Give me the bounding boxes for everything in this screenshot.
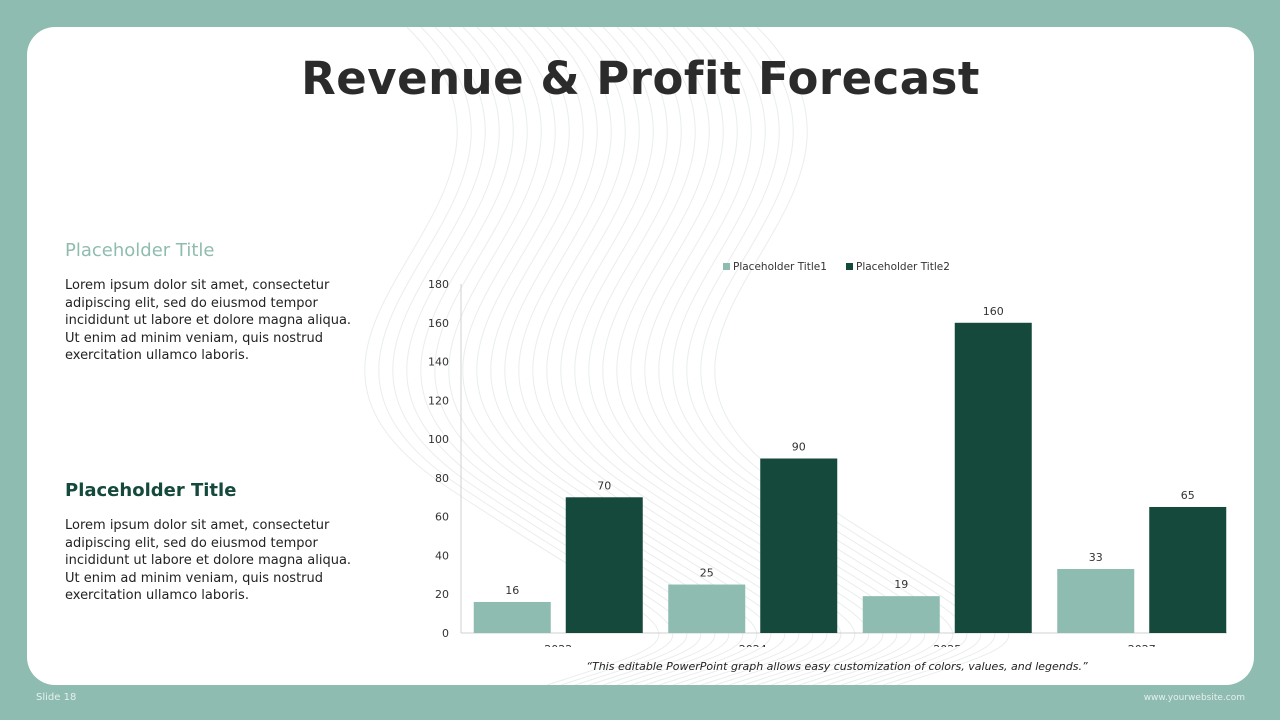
legend-label-2: Placeholder Title2 [856,261,950,273]
data-label: 160 [983,305,1004,318]
wave-line [672,27,968,685]
bar-2024-series-1 [668,584,746,633]
block-2-title: Placeholder Title [65,480,237,501]
wave-line [630,27,926,685]
data-label: 65 [1181,489,1195,502]
legend-swatch-2 [846,263,853,270]
y-tick-label: 120 [428,394,449,407]
background-wave-pattern [364,27,1010,685]
y-tick-label: 40 [435,549,449,562]
legend-label-1: Placeholder Title1 [733,261,827,273]
wave-line [448,27,744,685]
wave-line [560,27,856,685]
y-tick-label: 180 [428,278,449,291]
data-label: 19 [894,578,908,591]
bar-2022-series-2 [565,497,643,633]
text-block-2: Placeholder Title Lorem ipsum dolor sit … [65,480,355,605]
bar-2027-series-1 [1057,569,1135,633]
data-label: 16 [505,584,519,597]
data-label: 33 [1089,551,1103,564]
slide-title: Revenue & Profit Forecast [301,52,980,105]
block-2-body: Lorem ipsum dolor sit amet, consectetur … [65,518,352,603]
wave-line [658,27,954,685]
y-tick-label: 100 [428,433,449,446]
data-label: 25 [700,567,714,580]
bar-2024-series-2 [760,458,838,633]
wave-line [602,27,898,685]
website-url: www.yourwebsite.com [1143,693,1245,703]
x-tick-label: 2027 [1128,643,1156,647]
wave-line [462,27,758,685]
y-tick-label: 20 [435,588,449,601]
data-label: 90 [792,441,806,454]
wave-line [420,27,716,685]
y-tick-label: 160 [428,317,449,330]
wave-line [392,27,688,685]
wave-line [588,27,884,685]
bar-chart: 0 20 40 60 80 100 120 140 160 180 16 70 2022 25 90 2024… [428,261,1227,647]
wave-line [476,27,772,685]
data-label: 70 [597,479,611,492]
wave-line [714,27,1010,685]
block-1-body: Lorem ipsum dolor sit amet, consectetur … [65,278,352,363]
bar-2022-series-1 [473,601,551,633]
wave-line [546,27,842,685]
block-1-title: Placeholder Title [65,240,215,261]
wave-line [518,27,814,685]
wave-line [616,27,912,685]
y-tick-label: 60 [435,511,449,524]
wave-line [644,27,940,685]
chart-footnote: “This editable PowerPoint graph allows e… [586,660,1088,673]
wave-line [378,27,674,685]
bar-2027-series-2 [1149,506,1227,633]
legend-swatch-1 [723,263,730,270]
y-tick-label: 80 [435,472,449,485]
wave-line [700,27,996,685]
wave-line [490,27,786,685]
wave-line [686,27,982,685]
text-block-1: Placeholder Title Lorem ipsum dolor sit … [65,240,355,365]
x-tick-label: 2024 [739,643,767,647]
wave-line [504,27,800,685]
bar-2025-series-1 [862,596,940,633]
wave-line [364,27,660,685]
bar-2025-series-2 [954,322,1032,633]
x-tick-label: 2022 [544,643,572,647]
wave-line [574,27,870,685]
y-tick-label: 140 [428,356,449,369]
wave-line [406,27,702,685]
wave-line [532,27,828,685]
slide-card: Revenue & Profit Forecast Placeholder Ti… [27,27,1254,685]
x-tick-label: 2025 [933,643,961,647]
slide-number: Slide 18 [36,692,77,703]
y-tick-label: 0 [442,627,449,640]
wave-line [434,27,730,685]
